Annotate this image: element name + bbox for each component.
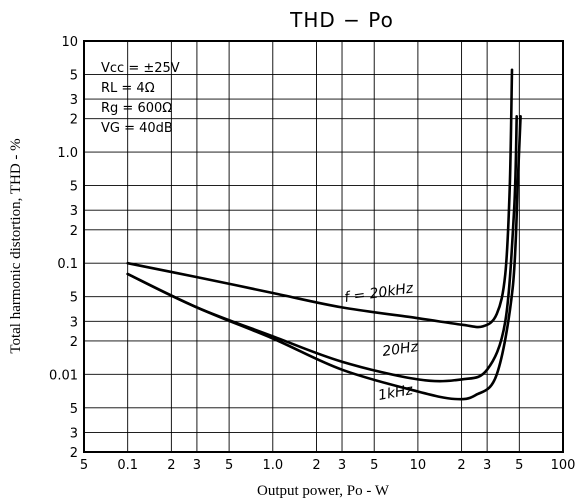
x-tick-label: 5 (225, 458, 233, 473)
curve-label-1khz: 1kHz (377, 382, 415, 404)
x-tick-label: 5 (370, 458, 378, 473)
x-axis-label: Output power, Po - W (257, 483, 390, 499)
y-tick-label: 5 (70, 402, 78, 417)
series-1khz (126, 115, 522, 401)
y-tick-label: 3 (70, 93, 78, 108)
y-tick-label: 10 (61, 35, 78, 50)
y-tick-label: 0.1 (57, 257, 78, 272)
x-tick-label: 3 (193, 458, 201, 473)
y-tick-label: 5 (70, 68, 78, 83)
y-tick-label: 2 (70, 224, 78, 239)
condition-vcc: Vcc = ±25V (101, 61, 180, 76)
y-tick-label: 5 (70, 180, 78, 195)
x-tick-label: 1.0 (262, 458, 283, 473)
x-tick-label: 3 (338, 458, 346, 473)
condition-rg: Rg = 600Ω (101, 101, 172, 116)
y-axis-label: Total harmonic distortion, THD - % (8, 138, 24, 353)
y-tick-label: 1.0 (57, 146, 78, 161)
x-tick-label: 0.1 (117, 458, 138, 473)
series-f-20khz (126, 68, 514, 329)
plot-frame (83, 40, 564, 453)
curve-label-20hz: 20Hz (381, 339, 419, 360)
x-tick-label: 2 (312, 458, 320, 473)
x-tick-label: 2 (167, 458, 175, 473)
y-tick-label: 3 (70, 315, 78, 330)
y-tick-label: 0.01 (49, 368, 78, 383)
curve-label-20khz: f = 20kHz (343, 280, 415, 306)
y-tick-label: 5 (70, 291, 78, 306)
series-20hz (126, 115, 518, 383)
y-tick-label: 2 (70, 335, 78, 350)
chart-title: THD − Po (289, 8, 394, 32)
tick-labels: 5 0.1 2 3 5 1.0 2 3 5 10 2 3 5 100 10 5 3 2 1.0 5 3 2 0.1 5 3 2 0.… (49, 35, 575, 473)
x-tick-label: 5 (80, 458, 88, 473)
x-tick-label: 5 (515, 458, 523, 473)
y-tick-label: 2 (70, 446, 78, 461)
y-tick-label: 3 (70, 204, 78, 219)
conditions-box: Vcc = ±25V RL = 4Ω Rg = 600Ω VG = 40dB (101, 61, 180, 136)
x-tick-label: 10 (410, 458, 427, 473)
condition-rl: RL = 4Ω (101, 81, 155, 96)
x-tick-label: 2 (457, 458, 465, 473)
x-tick-label: 100 (551, 458, 576, 473)
curves (126, 68, 522, 401)
condition-vg: VG = 40dB (101, 121, 173, 136)
y-tick-label: 2 (70, 113, 78, 128)
x-tick-label: 3 (483, 458, 491, 473)
y-tick-label: 3 (70, 426, 78, 441)
